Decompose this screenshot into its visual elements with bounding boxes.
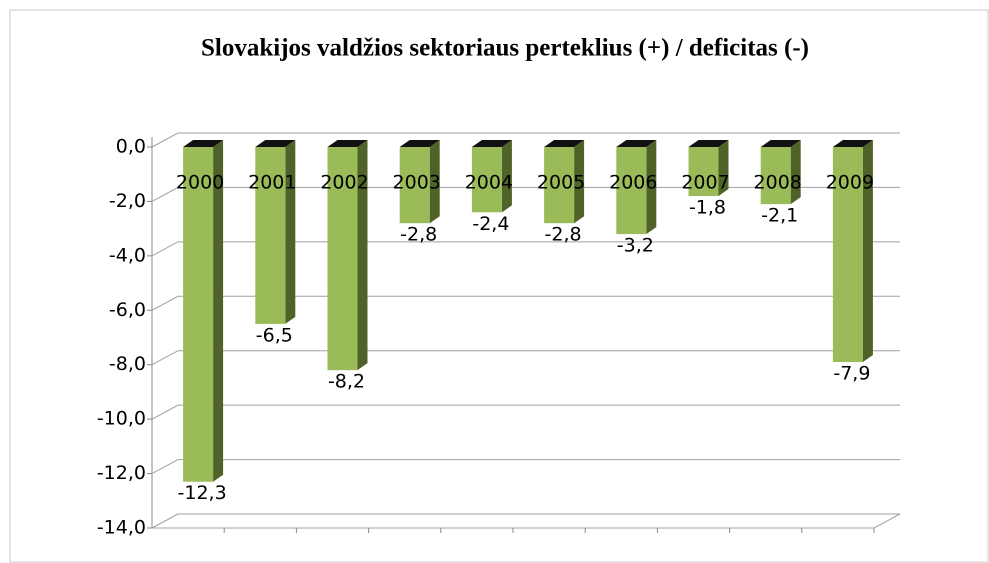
bar-side — [285, 140, 296, 324]
chart-border — [9, 9, 989, 563]
bar — [183, 147, 214, 482]
bar-side — [790, 140, 801, 205]
value-label: -1,8 — [689, 196, 726, 218]
bar-side — [646, 140, 657, 235]
bar-side — [357, 140, 368, 371]
x-tick-label: 2005 — [537, 172, 585, 194]
value-label: -2,8 — [545, 224, 582, 246]
bar-side — [718, 140, 729, 196]
value-label: -2,4 — [472, 213, 509, 235]
y-tick-label: 0,0 — [116, 136, 146, 158]
bar — [399, 147, 430, 224]
y-tick-label: -12,0 — [97, 462, 146, 484]
y-tick-label: -2,0 — [109, 190, 146, 212]
bar-top — [832, 140, 873, 147]
grid-line — [151, 241, 900, 257]
bar — [760, 147, 791, 205]
value-label: -3,2 — [617, 235, 654, 257]
grid-line — [151, 350, 900, 366]
bar-top — [688, 140, 729, 147]
x-tick-label: 2003 — [393, 172, 441, 194]
bar — [616, 147, 647, 235]
bar-top — [255, 140, 296, 147]
grid-line — [151, 459, 900, 475]
y-tick-label: -14,0 — [97, 517, 146, 539]
bar-side — [429, 140, 440, 224]
value-label: -6,5 — [256, 324, 293, 346]
bar-top — [183, 140, 224, 147]
bar-side — [213, 140, 224, 482]
y-tick-label: -8,0 — [109, 353, 146, 375]
bar — [544, 147, 575, 224]
bar — [471, 147, 502, 213]
x-tick-label: 2009 — [826, 172, 874, 194]
bar-top — [544, 140, 585, 147]
x-tick-label: 2007 — [681, 172, 729, 194]
grid-line — [151, 513, 900, 529]
bar — [327, 147, 358, 371]
x-tick-label: 2006 — [609, 172, 657, 194]
value-label: -7,9 — [833, 362, 870, 384]
value-label: -2,8 — [400, 224, 437, 246]
value-label: -2,1 — [761, 205, 798, 227]
grid-line — [151, 186, 900, 202]
bar-side — [574, 140, 585, 224]
y-tick-label: -10,0 — [97, 408, 146, 430]
value-label: -8,2 — [328, 371, 365, 393]
x-tick-label: 2001 — [248, 172, 296, 194]
bar-top — [760, 140, 801, 147]
bar-top — [616, 140, 657, 147]
grid-line — [151, 132, 900, 148]
chart-title: Slovakijos valdžios sektoriaus pertekliu… — [201, 35, 809, 62]
bar — [832, 147, 863, 362]
bar-side — [862, 140, 873, 362]
bar — [688, 147, 719, 196]
bar — [255, 147, 286, 324]
x-tick-label: 2002 — [320, 172, 368, 194]
grid-line — [151, 404, 900, 420]
x-tick-label: 2000 — [176, 172, 224, 194]
x-tick-label: 2004 — [465, 172, 513, 194]
bar-side — [501, 140, 512, 213]
grid-line — [151, 295, 900, 311]
bar-top — [399, 140, 440, 147]
value-label: -12,3 — [178, 482, 227, 504]
bar-top — [327, 140, 368, 147]
y-tick-label: -6,0 — [109, 299, 146, 321]
y-tick-label: -4,0 — [109, 244, 146, 266]
x-tick-label: 2008 — [754, 172, 802, 194]
bar-top — [471, 140, 512, 147]
